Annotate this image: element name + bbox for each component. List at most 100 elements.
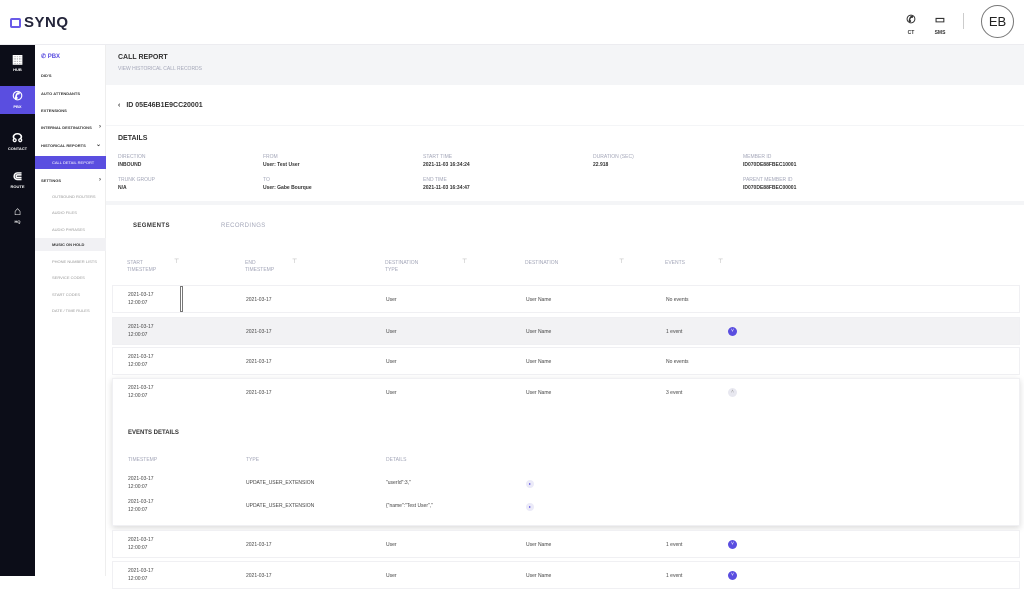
submenu-item[interactable]: SERVICE CODES xyxy=(35,271,106,284)
filter-icon[interactable]: ⊤ xyxy=(174,259,180,265)
table-row[interactable]: 2021-03-17 12:00:07 2021-03-17 User User Na… xyxy=(112,530,1020,558)
cell-start: 2021-03-17 12:00:07 xyxy=(128,385,154,399)
detail-label: PARENT MEMBER ID xyxy=(743,177,793,183)
submenu-item-label: DID'S xyxy=(41,73,52,78)
tab-segments[interactable]: SEGMENTS xyxy=(133,223,170,229)
chevron-icon: › xyxy=(99,177,101,183)
detail-value: 2021-11-03 16:34:24 xyxy=(423,162,470,168)
rail-item-contact[interactable]: ☊ CONTACT xyxy=(0,128,35,156)
details-title: DETAILS xyxy=(118,135,148,142)
page-subtitle: VIEW HISTORICAL CALL RECORDS xyxy=(118,66,202,72)
synq-logo[interactable]: SYNQ xyxy=(10,14,69,31)
text-cursor xyxy=(180,286,183,312)
submenu-item[interactable]: SETTINGS › xyxy=(35,174,106,187)
submenu-item-label: AUDIO FILES xyxy=(52,210,77,215)
submenu-title: ✆ PBX xyxy=(41,53,60,60)
headset-icon: ☊ xyxy=(12,131,23,145)
column-header[interactable]: START TIMESTEMP xyxy=(127,260,157,273)
events-details-title: EVENTS DETAILS xyxy=(128,430,179,436)
cell-type: User xyxy=(386,359,397,365)
submenu-item[interactable]: AUDIO FILES xyxy=(35,206,106,219)
column-header[interactable]: DESTINATION TYPE xyxy=(385,260,419,273)
cell-type: User xyxy=(386,297,397,303)
rail-item-hq[interactable]: ⌂ HQ xyxy=(0,201,35,229)
rail-item-route[interactable]: ⋐ ROUTE xyxy=(0,166,35,194)
grid-icon: ▦ xyxy=(11,52,24,66)
cell-end: 2021-03-17 xyxy=(246,390,272,396)
avatar[interactable]: EB xyxy=(981,5,1014,38)
submenu-item[interactable]: DATE / TIME RULES xyxy=(35,304,106,317)
record-id-text: ID 05E46B1E9CC20001 xyxy=(126,102,203,109)
submenu-item[interactable]: PHONE NUMBER LISTS xyxy=(35,255,106,268)
rail-item-pbx[interactable]: ✆ PBX xyxy=(0,86,35,114)
event-details: {"name":"Test User"," xyxy=(386,503,433,509)
submenu-item[interactable]: DID'S xyxy=(35,69,106,82)
cell-events: 3 event xyxy=(666,390,683,396)
detail-value: 22.918 xyxy=(593,162,609,168)
submenu-item-label: EXTENSIONS xyxy=(41,108,67,113)
filter-icon[interactable]: ⊤ xyxy=(292,259,298,265)
back-chevron-icon[interactable]: ‹ xyxy=(118,102,121,109)
cell-type: User xyxy=(386,329,397,335)
expand-details-icon[interactable]: ▸ xyxy=(526,480,534,488)
detail-value: ID070DE88FBEC10001 xyxy=(743,162,797,168)
submenu-item-label: INTERNAL DESTINATIONS xyxy=(41,125,92,130)
phone-icon: ✆ xyxy=(12,89,23,103)
submenu-item[interactable]: OUTBOUND ROUTERS xyxy=(35,190,106,203)
column-header[interactable]: END TIMESTEMP xyxy=(245,260,275,273)
submenu-item[interactable]: AUTO ATTENDANTS xyxy=(35,87,106,100)
detail-label: END TIME xyxy=(423,177,447,183)
submenu-item[interactable]: EXTENSIONS xyxy=(35,104,106,117)
cell-dest: User Name xyxy=(526,329,552,335)
ct-button[interactable]: ✆ CT xyxy=(899,13,923,36)
cell-start: 2021-03-17 12:00:07 xyxy=(128,354,154,368)
submenu-item-label: DATE / TIME RULES xyxy=(52,308,90,313)
table-row[interactable]: 2021-03-17 12:00:07 2021-03-17 User User Na… xyxy=(112,378,1020,526)
submenu-item[interactable]: HISTORICAL REPORTS ⌄ xyxy=(35,139,106,152)
collapse-toggle-button[interactable]: ˄ xyxy=(728,388,737,397)
cell-events: No events xyxy=(666,359,689,365)
table-row[interactable]: 2021-03-17 12:00:07 2021-03-17 User User Na… xyxy=(112,347,1020,375)
table-row[interactable]: 2021-03-17 12:00:07 2021-03-17 User User Na… xyxy=(112,317,1020,345)
cell-end: 2021-03-17 xyxy=(246,329,272,335)
submenu-item-label: PHONE NUMBER LISTS xyxy=(52,259,97,264)
cell-end: 2021-03-17 xyxy=(246,359,272,365)
expand-toggle-button[interactable]: ˅ xyxy=(728,327,737,336)
submenu-item-label: SERVICE CODES xyxy=(52,275,85,280)
top-header: SYNQ ✆ CT ▭ SMS EB xyxy=(0,0,1024,45)
detail-label: DURATION (SEC) xyxy=(593,154,634,160)
segments-panel: SEGMENTS RECORDINGS START TIMESTEMP ⊤ END … xyxy=(106,205,1024,589)
filter-icon[interactable]: ⊤ xyxy=(619,259,625,265)
rail-item-hub[interactable]: ▦ HUB xyxy=(0,49,35,77)
sms-button[interactable]: ▭ SMS xyxy=(928,13,952,36)
rail-item-label: HUB xyxy=(13,67,22,72)
event-type: UPDATE_USER_EXTENSION xyxy=(246,480,315,486)
submenu-item[interactable]: MUSIC ON HOLD xyxy=(35,238,106,251)
detail-value: ID070DE88FBEC00001 xyxy=(743,185,797,191)
filter-icon[interactable]: ⊤ xyxy=(462,259,468,265)
cell-type: User xyxy=(386,542,397,548)
submenu-item[interactable]: AUDIO PHRASES xyxy=(35,223,106,236)
submenu-item[interactable]: CALL DETAIL REPORT xyxy=(35,156,106,169)
chevron-icon: ⌄ xyxy=(95,142,101,148)
cell-end: 2021-03-17 xyxy=(246,297,272,303)
cell-events: 1 event xyxy=(666,329,683,335)
ct-label: CT xyxy=(907,30,915,36)
table-row[interactable]: 2021-03-17 12:00:07 2021-03-17 User User Na… xyxy=(112,561,1020,589)
column-header[interactable]: DESTINATION xyxy=(525,260,559,266)
detail-value: INBOUND xyxy=(118,162,142,168)
event-type: UPDATE_USER_EXTENSION xyxy=(246,503,315,509)
detail-value: 2021-11-03 16:34:47 xyxy=(423,185,470,191)
cell-dest: User Name xyxy=(526,390,552,396)
expand-details-icon[interactable]: ▸ xyxy=(526,503,534,511)
cell-start: 2021-03-17 12:00:07 xyxy=(128,324,154,338)
detail-label: DIRECTION xyxy=(118,154,146,160)
column-header[interactable]: EVENTS xyxy=(665,260,686,266)
events-column-header: DETAILS xyxy=(386,457,407,463)
table-row[interactable]: 2021-03-17 12:00:07 2021-03-17 User User Na… xyxy=(112,285,1020,313)
expand-toggle-button[interactable]: ˅ xyxy=(728,540,737,549)
tab-recordings[interactable]: RECORDINGS xyxy=(221,223,266,229)
submenu-item[interactable]: START CODES xyxy=(35,288,106,301)
filter-icon[interactable]: ⊤ xyxy=(718,259,724,265)
submenu-item[interactable]: INTERNAL DESTINATIONS › xyxy=(35,121,106,134)
